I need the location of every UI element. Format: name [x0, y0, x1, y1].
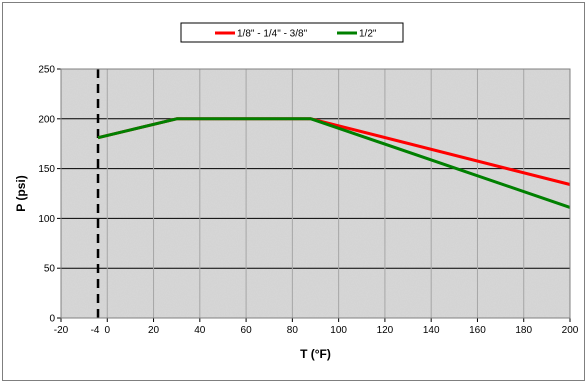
- y-tick-label-2: 100: [38, 214, 55, 225]
- x-tick-label-7: 120: [377, 325, 394, 336]
- series-line-2: [97, 117, 571, 209]
- legend-box: [180, 22, 404, 43]
- x-tick-label-5: 80: [287, 325, 299, 336]
- x-tick-label-11: 200: [562, 325, 579, 336]
- x-tick-label-0: -20: [54, 325, 69, 336]
- y-tick-label-1: 50: [44, 264, 56, 275]
- legend: 1/8" - 1/4" - 3/8" 1/2": [180, 22, 404, 43]
- x-axis-title: T (°F): [300, 347, 331, 361]
- x-tick-label-10: 180: [515, 325, 532, 336]
- series-lines: [97, 117, 571, 209]
- x-tick-label-9: 160: [469, 325, 486, 336]
- x-tick-label-2: 20: [148, 325, 160, 336]
- line-chart: -20 0 20 40 60 80 100 120 140 160 180 200 050100150…: [14, 22, 579, 361]
- plot-area-texture: [61, 69, 570, 318]
- x-tick-label-3: 40: [194, 325, 206, 336]
- x-tick-label-6: 100: [330, 325, 347, 336]
- legend-label-series-2: 1/2": [359, 29, 377, 40]
- reference-line-label: -4: [91, 325, 100, 336]
- y-axis-title: P (psi): [14, 175, 28, 211]
- y-tick-label-0: 0: [49, 314, 55, 325]
- y-axis-tick-labels: 0 50 100 150 200 250: [38, 65, 61, 325]
- y-tick-label-5: 250: [38, 65, 55, 76]
- grid-lines: [61, 68, 571, 318]
- x-axis-tick-labels: -20 0 20 40 60 80 100 120 140 160 180 200: [54, 318, 579, 336]
- x-tick-label-8: 140: [423, 325, 440, 336]
- legend-label-series-1: 1/8" - 1/4" - 3/8": [237, 29, 308, 40]
- plot-area-border: [60, 68, 571, 319]
- y-tick-label-4: 200: [38, 114, 55, 125]
- x-tick-label-4: 60: [241, 325, 253, 336]
- y-tick-label-3: 150: [38, 164, 55, 175]
- x-tick-label-1: 0: [104, 325, 110, 336]
